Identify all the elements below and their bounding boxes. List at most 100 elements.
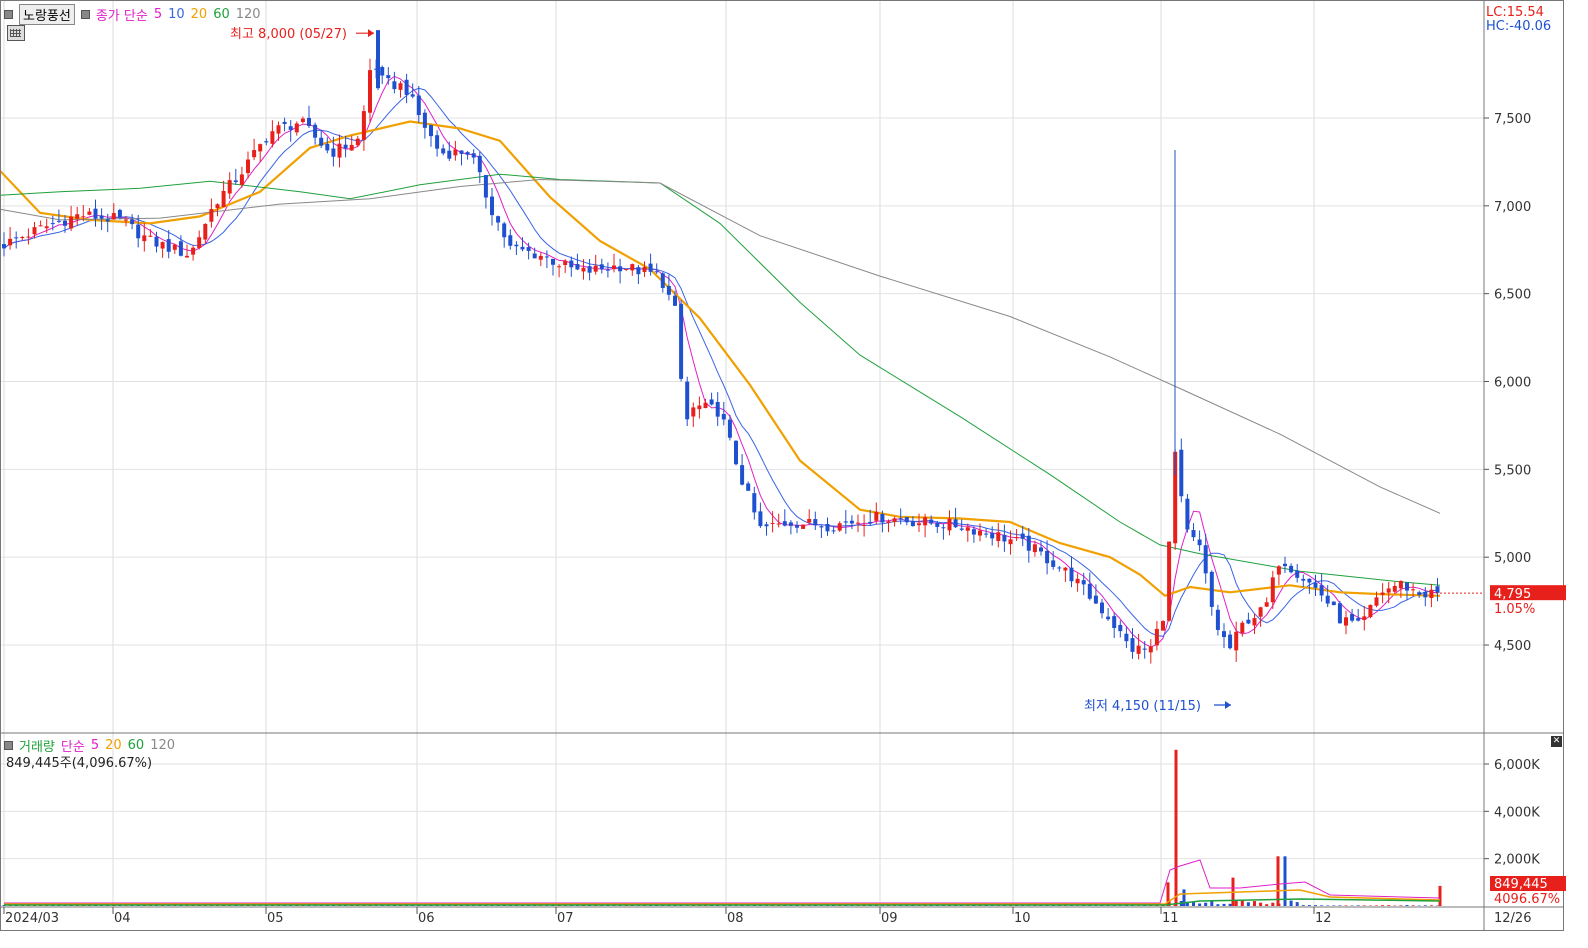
candle-body (435, 135, 440, 149)
candle-body (642, 266, 647, 272)
candle-body (1087, 583, 1092, 599)
candle-body (172, 244, 177, 250)
candle-body (148, 235, 153, 237)
candle-body (953, 519, 958, 528)
candle (971, 526, 976, 543)
volume-bar (1210, 900, 1214, 906)
candle-body (355, 138, 360, 146)
volume-bar (1204, 902, 1208, 906)
volume-bar (1185, 901, 1189, 906)
candle-body (1081, 580, 1086, 585)
candle (26, 228, 31, 245)
candle-body (551, 258, 555, 265)
candle (178, 235, 183, 257)
candle (1124, 626, 1129, 649)
candle-body (697, 405, 702, 410)
volume-spike-bar (1276, 856, 1280, 906)
candle (1106, 608, 1111, 621)
stock-name-button[interactable]: 노랑풍선 (19, 4, 75, 25)
candle (581, 259, 586, 280)
x-tick-label: 11 (1162, 911, 1179, 926)
candle (2, 232, 6, 257)
candle (1313, 574, 1318, 597)
candle (233, 168, 238, 185)
volume-bar (1271, 902, 1275, 906)
candle-body (471, 153, 476, 158)
candle (227, 172, 232, 199)
candle (282, 117, 287, 132)
candle (221, 180, 226, 208)
candle-body (1350, 614, 1355, 621)
candle-body (1100, 602, 1104, 614)
volume-bar (1198, 903, 1202, 906)
candle (313, 122, 318, 145)
candle (801, 524, 806, 530)
candle-body (587, 266, 592, 273)
candle (8, 227, 13, 250)
candle-body (8, 238, 13, 246)
volume-bar (1356, 905, 1360, 906)
candle-body (892, 518, 897, 523)
candle (105, 213, 110, 233)
candle (1234, 621, 1239, 662)
candle (203, 223, 208, 245)
candle-body (258, 144, 263, 152)
candle (764, 521, 769, 536)
candle (697, 396, 702, 419)
candle (1100, 598, 1104, 619)
candle (605, 262, 610, 278)
candle (1295, 564, 1300, 583)
candle-body (1228, 634, 1233, 649)
candle (1270, 570, 1275, 609)
candle (990, 526, 995, 546)
candle-body (929, 519, 934, 524)
x-tick-label: 12/26 (1494, 911, 1531, 926)
candle (148, 229, 153, 238)
candle (398, 81, 403, 98)
candle-body (1270, 577, 1275, 603)
candle (770, 511, 775, 533)
candle (349, 135, 354, 151)
candle-body (758, 511, 763, 527)
candle (87, 208, 92, 216)
candle (99, 208, 104, 230)
candle-body (1392, 585, 1397, 592)
candle (612, 253, 616, 273)
candle-body (1130, 638, 1135, 652)
candle-body (1258, 607, 1263, 617)
candle-body (1337, 603, 1342, 624)
candle (63, 215, 67, 233)
legend-ma60: 60 (213, 7, 230, 22)
candle-body (770, 522, 775, 524)
candle (1136, 633, 1141, 660)
candle-body (532, 253, 537, 259)
candle-body (1154, 628, 1159, 646)
candle (557, 264, 562, 278)
candle (959, 519, 964, 532)
legend-ma10: 10 (168, 7, 185, 22)
candle (1087, 572, 1092, 601)
candle-body (746, 483, 751, 491)
candle (416, 86, 421, 123)
ma60-line (0, 173, 1441, 586)
candle (1337, 601, 1342, 624)
candle-body (593, 265, 598, 272)
candle-body (1124, 633, 1129, 642)
lc-label: LC:15.54 (1486, 5, 1544, 20)
volume-bar (1381, 905, 1385, 906)
candle (551, 258, 555, 276)
calendar-icon[interactable] (7, 25, 25, 41)
volume-bar (1387, 905, 1391, 906)
candle-body (1380, 592, 1385, 595)
candle (910, 516, 915, 527)
x-tick-label: 07 (557, 911, 574, 926)
volume-bar (1253, 901, 1256, 906)
candle (746, 481, 751, 492)
candle (288, 120, 293, 142)
candle (691, 402, 696, 427)
candle-body (1197, 539, 1202, 546)
candle-body (81, 216, 86, 218)
close-icon[interactable]: ✕ (1551, 736, 1562, 747)
last-price-tag (1490, 585, 1566, 601)
